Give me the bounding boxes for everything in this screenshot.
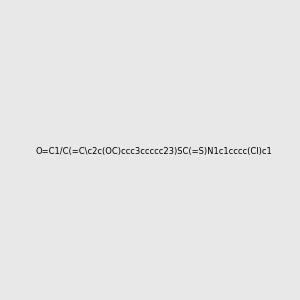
Text: O=C1/C(=C\c2c(OC)ccc3ccccc23)SC(=S)N1c1cccc(Cl)c1: O=C1/C(=C\c2c(OC)ccc3ccccc23)SC(=S)N1c1c… <box>35 147 272 156</box>
